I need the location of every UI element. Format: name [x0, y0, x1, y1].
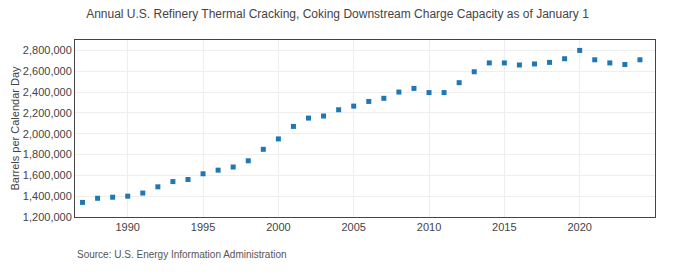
svg-text:1,200,000: 1,200,000 — [23, 211, 72, 223]
svg-text:1,400,000: 1,400,000 — [23, 190, 72, 202]
svg-text:2020: 2020 — [567, 221, 591, 233]
svg-text:1,800,000: 1,800,000 — [23, 148, 72, 160]
svg-text:2,000,000: 2,000,000 — [23, 128, 72, 140]
svg-text:1995: 1995 — [191, 221, 215, 233]
svg-text:2,200,000: 2,200,000 — [23, 107, 72, 119]
svg-text:Barrels per Calendar Day: Barrels per Calendar Day — [9, 66, 21, 191]
svg-text:2010: 2010 — [417, 221, 441, 233]
svg-text:2015: 2015 — [492, 221, 516, 233]
svg-text:2005: 2005 — [341, 221, 365, 233]
svg-text:2000: 2000 — [266, 221, 290, 233]
svg-text:Annual U.S. Refinery Thermal C: Annual U.S. Refinery Thermal Cracking, C… — [86, 7, 589, 21]
svg-text:1990: 1990 — [115, 221, 139, 233]
svg-text:1,600,000: 1,600,000 — [23, 169, 72, 181]
svg-text:2,800,000: 2,800,000 — [23, 44, 72, 56]
svg-text:2,400,000: 2,400,000 — [23, 86, 72, 98]
svg-text:2,600,000: 2,600,000 — [23, 65, 72, 77]
svg-text:Source: U.S. Energy Informatio: Source: U.S. Energy Information Administ… — [77, 249, 287, 260]
